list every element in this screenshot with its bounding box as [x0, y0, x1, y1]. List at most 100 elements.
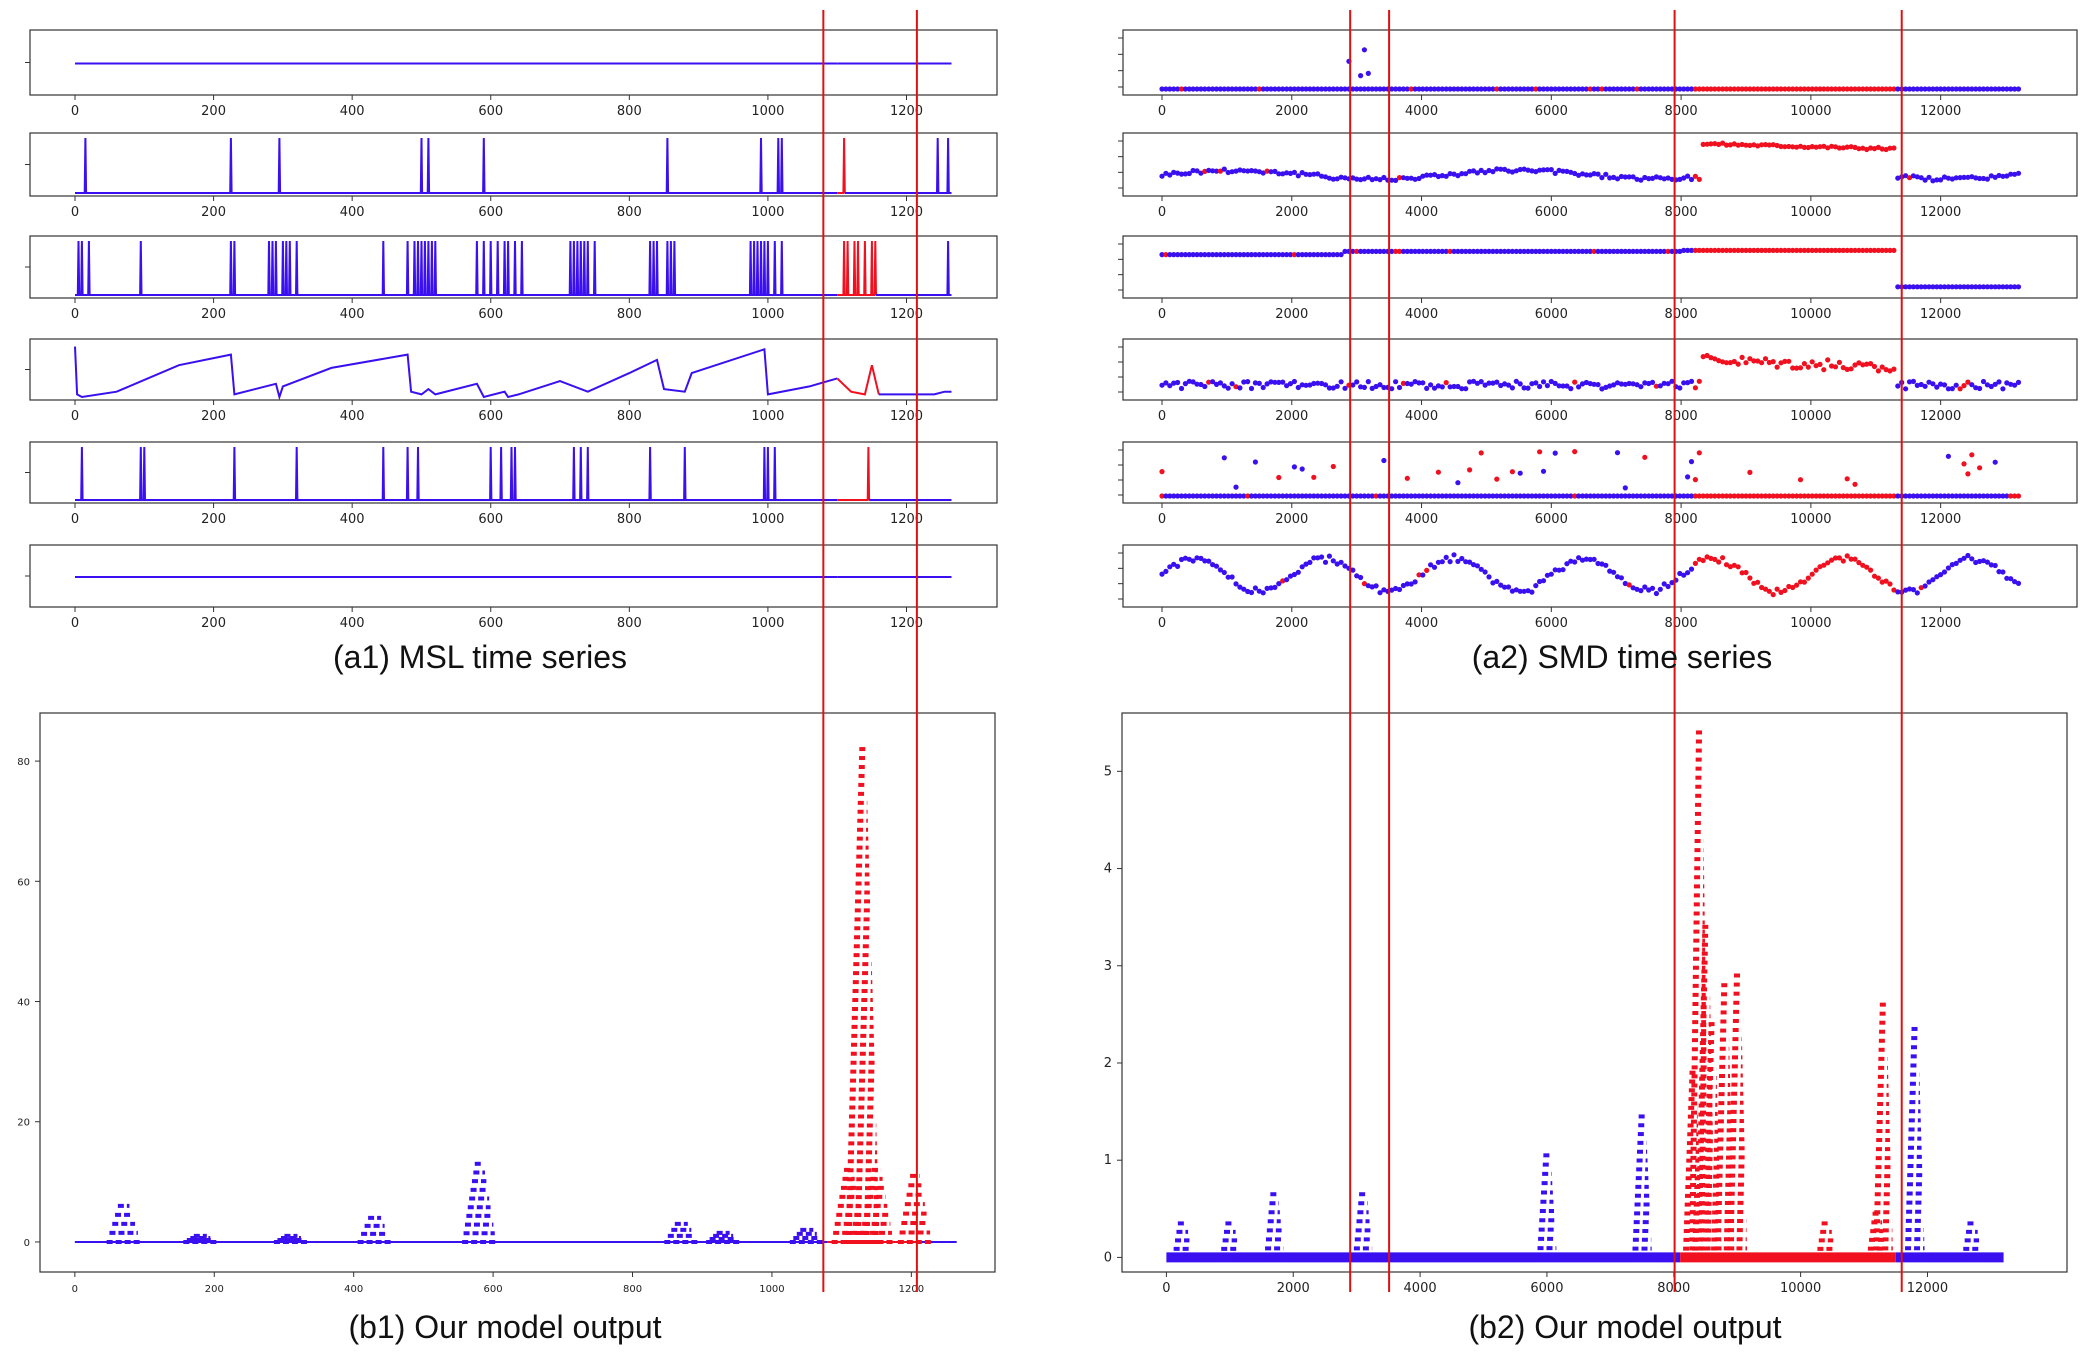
smd-point — [1217, 168, 1223, 174]
smd-point — [1587, 248, 1593, 254]
smd-panel-frame — [1122, 338, 2078, 401]
smd-point — [1171, 86, 1177, 92]
smd-point — [1860, 562, 1866, 568]
smd-point — [1622, 485, 1628, 491]
smd-point — [1984, 559, 1990, 565]
smd-point — [1428, 248, 1434, 254]
smd-point — [1727, 247, 1733, 253]
smd-point — [1315, 86, 1321, 92]
smd-point — [1447, 384, 1453, 390]
smd-point — [1603, 562, 1609, 568]
smd-point — [1669, 86, 1675, 92]
smd-point — [1252, 252, 1258, 258]
smd-point — [1474, 248, 1480, 254]
smd-point — [1509, 248, 1515, 254]
smd-xtick-label: 6000 — [1535, 307, 1568, 322]
smd-point — [1949, 86, 1955, 92]
smd-point — [1264, 493, 1270, 499]
smd-point — [1938, 86, 1944, 92]
smd-point — [1159, 469, 1165, 475]
smd-point — [1202, 168, 1208, 174]
smd-point — [1852, 247, 1858, 253]
smd-point — [2012, 171, 2018, 177]
smd-point — [1941, 493, 1948, 499]
smd-point — [1852, 556, 1858, 562]
smd-point — [1284, 493, 1290, 499]
msl-xtick-label: 1000 — [751, 512, 784, 527]
smd-point — [1517, 86, 1523, 92]
smd-point — [1210, 493, 1216, 499]
smd-point — [1494, 86, 1500, 92]
smd-point — [1595, 171, 1601, 177]
smd-point — [1801, 144, 1807, 150]
smd-point — [1182, 381, 1188, 387]
smd-point — [1521, 248, 1527, 254]
smd-point — [1291, 464, 1297, 470]
smd-point — [1879, 247, 1885, 253]
smd-point — [1478, 450, 1484, 456]
smd-point — [1720, 247, 1726, 253]
smd-point — [1587, 493, 1593, 499]
smd-point — [1992, 459, 1998, 465]
smd-point — [1486, 574, 1492, 580]
smd-point — [1961, 383, 1967, 389]
smd-point — [1245, 252, 1251, 258]
smd-point — [1194, 381, 1200, 387]
smd-point — [1467, 86, 1473, 92]
msl-xtick-label: 400 — [340, 307, 365, 322]
smd-point — [1595, 493, 1601, 499]
smd-point — [1887, 145, 1893, 151]
smd-point — [1490, 248, 1496, 254]
smd-point — [1260, 384, 1266, 391]
smd-point — [1342, 563, 1348, 569]
smd-point — [1992, 284, 1998, 290]
smd-point — [1984, 382, 1990, 388]
msl-xtick-label: 1000 — [751, 409, 784, 424]
smd-point — [1934, 574, 1940, 580]
smd-point — [1287, 573, 1294, 579]
smd-point — [1576, 493, 1582, 499]
smd-point — [1646, 176, 1652, 182]
smd-point — [1685, 247, 1691, 253]
smd-point — [1529, 168, 1535, 174]
smd-point — [1463, 559, 1469, 565]
smd-point — [1879, 364, 1885, 370]
smd-point — [1210, 168, 1216, 174]
smd-point — [1408, 493, 1414, 499]
smd-point — [1330, 176, 1336, 182]
smd-point — [1502, 86, 1508, 92]
smd-point — [1467, 248, 1473, 254]
smd-point — [1435, 173, 1441, 180]
smd-point — [1930, 178, 1936, 184]
msl-series-anomaly — [836, 364, 880, 396]
smd-point — [1229, 381, 1235, 387]
smd-xtick-label: 0 — [1158, 104, 1166, 119]
smd-point — [1755, 493, 1761, 499]
smd-point — [1494, 493, 1500, 499]
smd-point — [1175, 252, 1181, 258]
smd-point — [1739, 247, 1745, 253]
msl-xtick-label: 1000 — [751, 307, 784, 322]
smd-point — [1373, 493, 1379, 499]
smd-point — [1688, 566, 1695, 572]
smd-point — [1412, 176, 1418, 182]
smd-point — [1836, 86, 1842, 92]
smd-point — [1739, 354, 1745, 360]
smd-point — [1303, 252, 1309, 258]
msl-output-xtick-label: 400 — [344, 1284, 363, 1295]
smd-point — [1836, 493, 1842, 499]
smd-output-ytick-label: 3 — [1104, 959, 1112, 974]
smd-point — [1233, 581, 1239, 587]
smd-point — [1832, 364, 1839, 370]
smd-point — [1681, 86, 1687, 92]
smd-point — [1280, 171, 1286, 177]
smd-point — [1268, 379, 1274, 385]
smd-point — [1856, 86, 1862, 92]
smd-point — [1766, 588, 1772, 594]
smd-point — [1980, 558, 1987, 564]
smd-point — [1276, 252, 1282, 258]
smd-point — [1225, 252, 1231, 258]
smd-point — [1389, 386, 1395, 392]
smd-point — [1984, 86, 1990, 92]
smd-xtick-label: 2000 — [1275, 409, 1308, 424]
